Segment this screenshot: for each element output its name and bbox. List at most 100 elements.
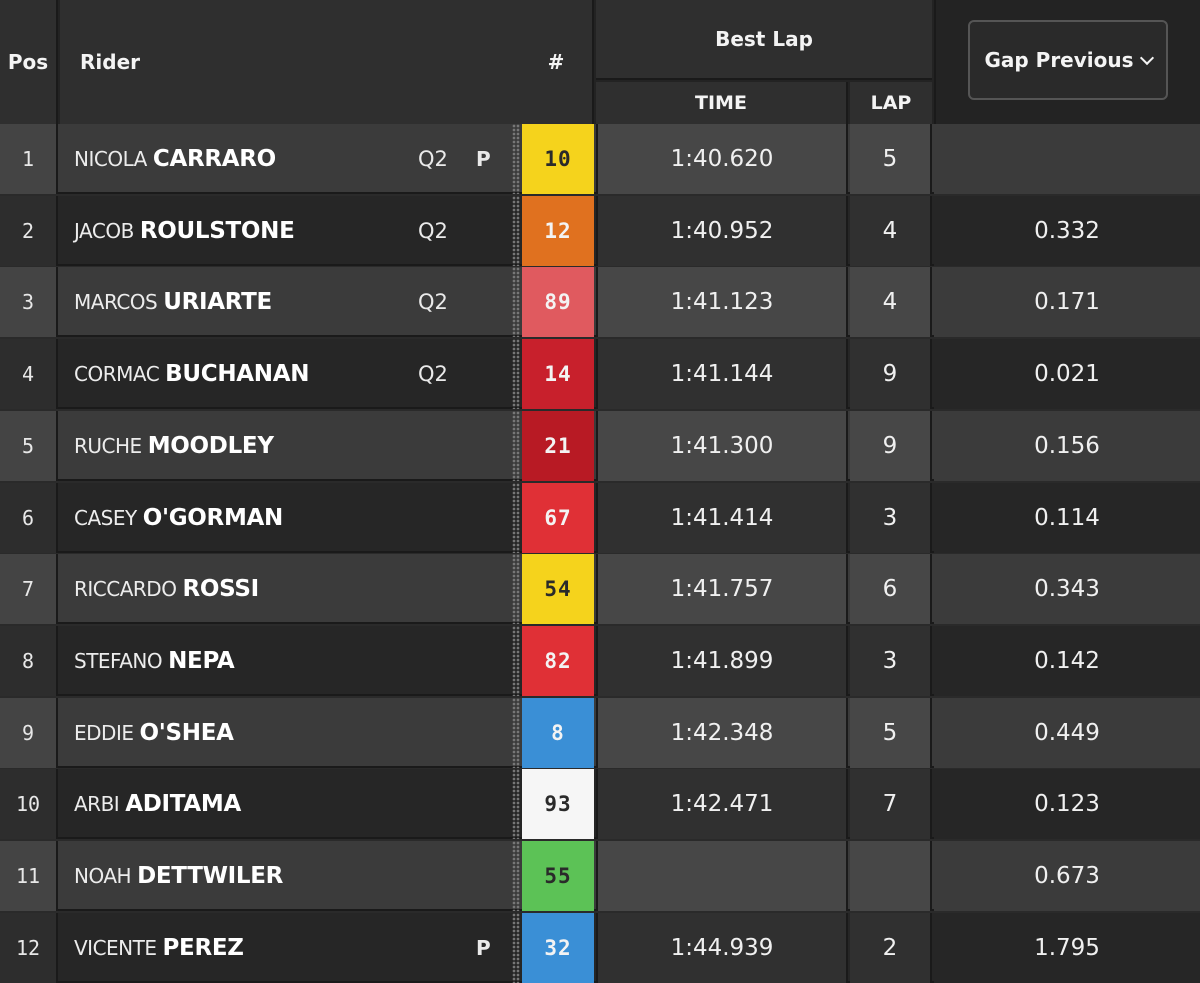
rider-number-badge: 67 (522, 483, 594, 553)
rider-name-cell[interactable]: CORMAC BUCHANAN Q2 (60, 339, 512, 409)
position-cell: 8 (0, 626, 58, 696)
best-lap-number: 4 (850, 196, 932, 266)
best-lap-number: 3 (850, 483, 932, 553)
qualifying-badge: Q2 (418, 362, 448, 386)
position-cell: 11 (0, 841, 58, 911)
gap-previous: 0.142 (934, 626, 1200, 696)
position-cell: 5 (0, 411, 58, 481)
position-cell: 7 (0, 554, 58, 624)
table-row[interactable]: 3 MARCOS URIARTE Q2 89 1:41.123 4 0.171 (0, 267, 1200, 337)
table-row[interactable]: 5 RUCHE MOODLEY 21 1:41.300 9 0.156 (0, 411, 1200, 481)
best-lap-number: 2 (850, 913, 932, 983)
rider-name-cell[interactable]: STEFANO NEPA (60, 626, 512, 696)
best-lap-time: 1:41.144 (596, 339, 848, 409)
pit-indicator: P (476, 147, 491, 171)
rider-first-name: JACOB (74, 219, 134, 243)
rider-number-badge: 32 (522, 913, 594, 983)
rider-number-badge: 21 (522, 411, 594, 481)
header-rider: Rider (60, 0, 520, 124)
rider-last-name: ROSSI (182, 576, 259, 602)
rider-first-name: STEFANO (74, 649, 163, 673)
table-row[interactable]: 10 ARBI ADITAMA 93 1:42.471 7 0.123 (0, 769, 1200, 839)
position-cell: 6 (0, 483, 58, 553)
position-cell: 2 (0, 196, 58, 266)
rider-last-name: ROULSTONE (139, 218, 295, 244)
rider-number-badge: 89 (522, 267, 594, 337)
gap-previous: 1.795 (934, 913, 1200, 983)
rider-name-cell[interactable]: RICCARDO ROSSI (60, 554, 512, 624)
best-lap-number: 5 (850, 698, 932, 768)
rider-number-badge: 55 (522, 841, 594, 911)
gap-selector-label: Gap Previous (984, 48, 1134, 72)
gap-previous: 0.673 (934, 841, 1200, 911)
rider-name-cell[interactable]: NICOLA CARRARO Q2 P (60, 124, 512, 194)
rider-last-name: ADITAMA (125, 791, 241, 817)
rider-name-cell[interactable]: NOAH DETTWILER (60, 841, 512, 911)
gap-previous: 0.449 (934, 698, 1200, 768)
gap-previous: 0.171 (934, 267, 1200, 337)
best-lap-time: 1:41.414 (596, 483, 848, 553)
rider-last-name: MOODLEY (147, 433, 274, 459)
rider-name-cell[interactable]: RUCHE MOODLEY (60, 411, 512, 481)
table-row[interactable]: 6 CASEY O'GORMAN 67 1:41.414 3 0.114 (0, 483, 1200, 553)
rider-last-name: NEPA (168, 648, 235, 674)
qualifying-badge: Q2 (418, 290, 448, 314)
table-row[interactable]: 12 VICENTE PEREZ P 32 1:44.939 2 1.795 (0, 913, 1200, 983)
table-row[interactable]: 1 NICOLA CARRARO Q2 P 10 1:40.620 5 (0, 124, 1200, 194)
table-row[interactable]: 4 CORMAC BUCHANAN Q2 14 1:41.144 9 0.021 (0, 339, 1200, 409)
row-divider-dots (512, 411, 520, 481)
table-row[interactable]: 7 RICCARDO ROSSI 54 1:41.757 6 0.343 (0, 554, 1200, 624)
row-divider-dots (512, 124, 520, 194)
rider-name-cell[interactable]: MARCOS URIARTE Q2 (60, 267, 512, 337)
row-divider-dots (512, 913, 520, 983)
rider-last-name: DETTWILER (137, 863, 284, 889)
header-lap: LAP (850, 82, 932, 124)
gap-previous: 0.156 (934, 411, 1200, 481)
rider-name-cell[interactable]: CASEY O'GORMAN (60, 483, 512, 553)
best-lap-time: 1:44.939 (596, 913, 848, 983)
rider-first-name: RUCHE (74, 434, 142, 458)
best-lap-time: 1:42.348 (596, 698, 848, 768)
rider-first-name: CASEY (74, 506, 137, 530)
gap-selector-dropdown[interactable]: Gap Previous (968, 20, 1168, 100)
table-row[interactable]: 11 NOAH DETTWILER 55 0.673 (0, 841, 1200, 911)
gap-previous: 0.123 (934, 769, 1200, 839)
rider-name-cell[interactable]: VICENTE PEREZ P (60, 913, 512, 983)
pit-indicator: P (476, 936, 491, 960)
qualifying-badge: Q2 (418, 219, 448, 243)
rider-name-cell[interactable]: ARBI ADITAMA (60, 769, 512, 839)
rider-number-badge: 10 (522, 124, 594, 194)
rider-name-cell[interactable]: EDDIE O'SHEA (60, 698, 512, 768)
best-lap-number: 3 (850, 626, 932, 696)
rider-last-name: URIARTE (163, 289, 272, 315)
table-row[interactable]: 2 JACOB ROULSTONE Q2 12 1:40.952 4 0.332 (0, 196, 1200, 266)
row-divider-dots (512, 267, 520, 337)
rider-name-cell[interactable]: JACOB ROULSTONE Q2 (60, 196, 512, 266)
best-lap-time: 1:41.757 (596, 554, 848, 624)
best-lap-time: 1:40.952 (596, 196, 848, 266)
header-number: # (520, 0, 594, 124)
gap-previous (934, 124, 1200, 194)
row-divider-dots (512, 339, 520, 409)
rider-first-name: RICCARDO (74, 577, 177, 601)
rider-last-name: BUCHANAN (165, 361, 310, 387)
header-best-lap: Best Lap (596, 0, 932, 80)
position-cell: 3 (0, 267, 58, 337)
table-row[interactable]: 8 STEFANO NEPA 82 1:41.899 3 0.142 (0, 626, 1200, 696)
rider-number-badge: 93 (522, 769, 594, 839)
row-divider-dots (512, 483, 520, 553)
rider-last-name: O'SHEA (139, 720, 234, 746)
rider-number-badge: 12 (522, 196, 594, 266)
best-lap-number: 5 (850, 124, 932, 194)
rider-first-name: CORMAC (74, 362, 160, 386)
best-lap-number: 9 (850, 411, 932, 481)
rider-last-name: PEREZ (162, 935, 244, 961)
row-divider-dots (512, 196, 520, 266)
rider-last-name: O'GORMAN (142, 505, 284, 531)
position-cell: 12 (0, 913, 58, 983)
rider-first-name: ARBI (74, 792, 120, 816)
best-lap-time: 1:41.300 (596, 411, 848, 481)
rider-number-badge: 82 (522, 626, 594, 696)
rider-number-badge: 54 (522, 554, 594, 624)
table-row[interactable]: 9 EDDIE O'SHEA 8 1:42.348 5 0.449 (0, 698, 1200, 768)
